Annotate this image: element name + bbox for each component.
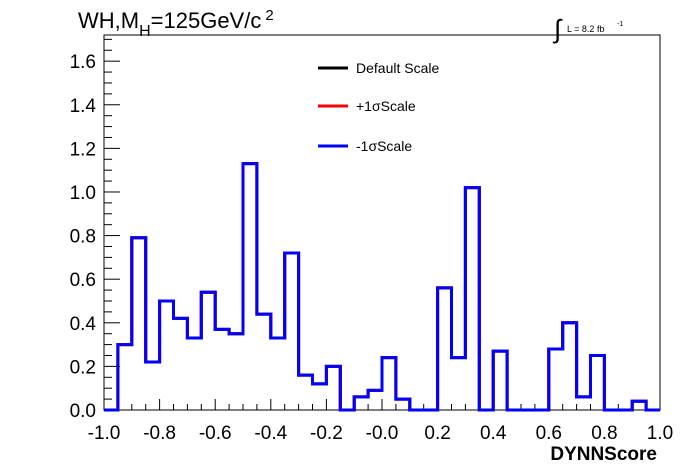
series-group: [104, 162, 660, 412]
y-tick-label: 0.0: [70, 401, 96, 422]
integral-symbol: ∫: [552, 14, 563, 44]
x-tick-label: -0.0: [366, 423, 399, 444]
y-tick-label: 1.0: [70, 183, 96, 204]
y-tick-label: 0.4: [70, 314, 97, 335]
y-tick-label: 1.2: [70, 139, 96, 160]
x-tick-label: 1.0: [647, 423, 673, 444]
y-tick-label: 1.6: [70, 52, 96, 73]
x-axis-label: DYNNScore: [550, 444, 657, 465]
legend-label-1: +1σScale: [356, 98, 416, 114]
legend: Default Scale +1σScale -1σScale: [318, 60, 439, 154]
x-tick-label: -1.0: [88, 423, 121, 444]
x-tick-label: 0.8: [591, 423, 617, 444]
y-tick-label: 0.6: [70, 270, 96, 291]
y-tick-label: 0.2: [70, 357, 96, 378]
histogram-series-2: [104, 162, 660, 412]
chart-title: WH,MH=125GeV/c 2: [78, 7, 274, 40]
x-tick-label: -0.2: [310, 423, 343, 444]
axes: -1.0 -0.8 -0.6 -0.4 -0.2 -0.0 0.2 0.4 0.6 0.8 1.0 0…: [70, 38, 673, 444]
legend-label-0: Default Scale: [356, 60, 439, 76]
luminosity-unit-exponent: -1: [617, 21, 623, 28]
x-tick-label: -0.4: [254, 423, 287, 444]
luminosity-text: L = 8.2 fb: [567, 24, 604, 34]
x-tick-label: 0.2: [424, 423, 450, 444]
y-tick-label: 1.4: [70, 96, 97, 117]
legend-label-2: -1σScale: [356, 138, 412, 154]
luminosity-label: ∫ L = 8.2 fb -1: [552, 14, 623, 44]
x-tick-label: -0.6: [199, 423, 232, 444]
x-tick-label: -0.8: [143, 423, 176, 444]
x-tick-label: 0.4: [480, 423, 507, 444]
y-tick-label: 0.8: [70, 227, 96, 248]
x-tick-label: 0.6: [536, 423, 562, 444]
